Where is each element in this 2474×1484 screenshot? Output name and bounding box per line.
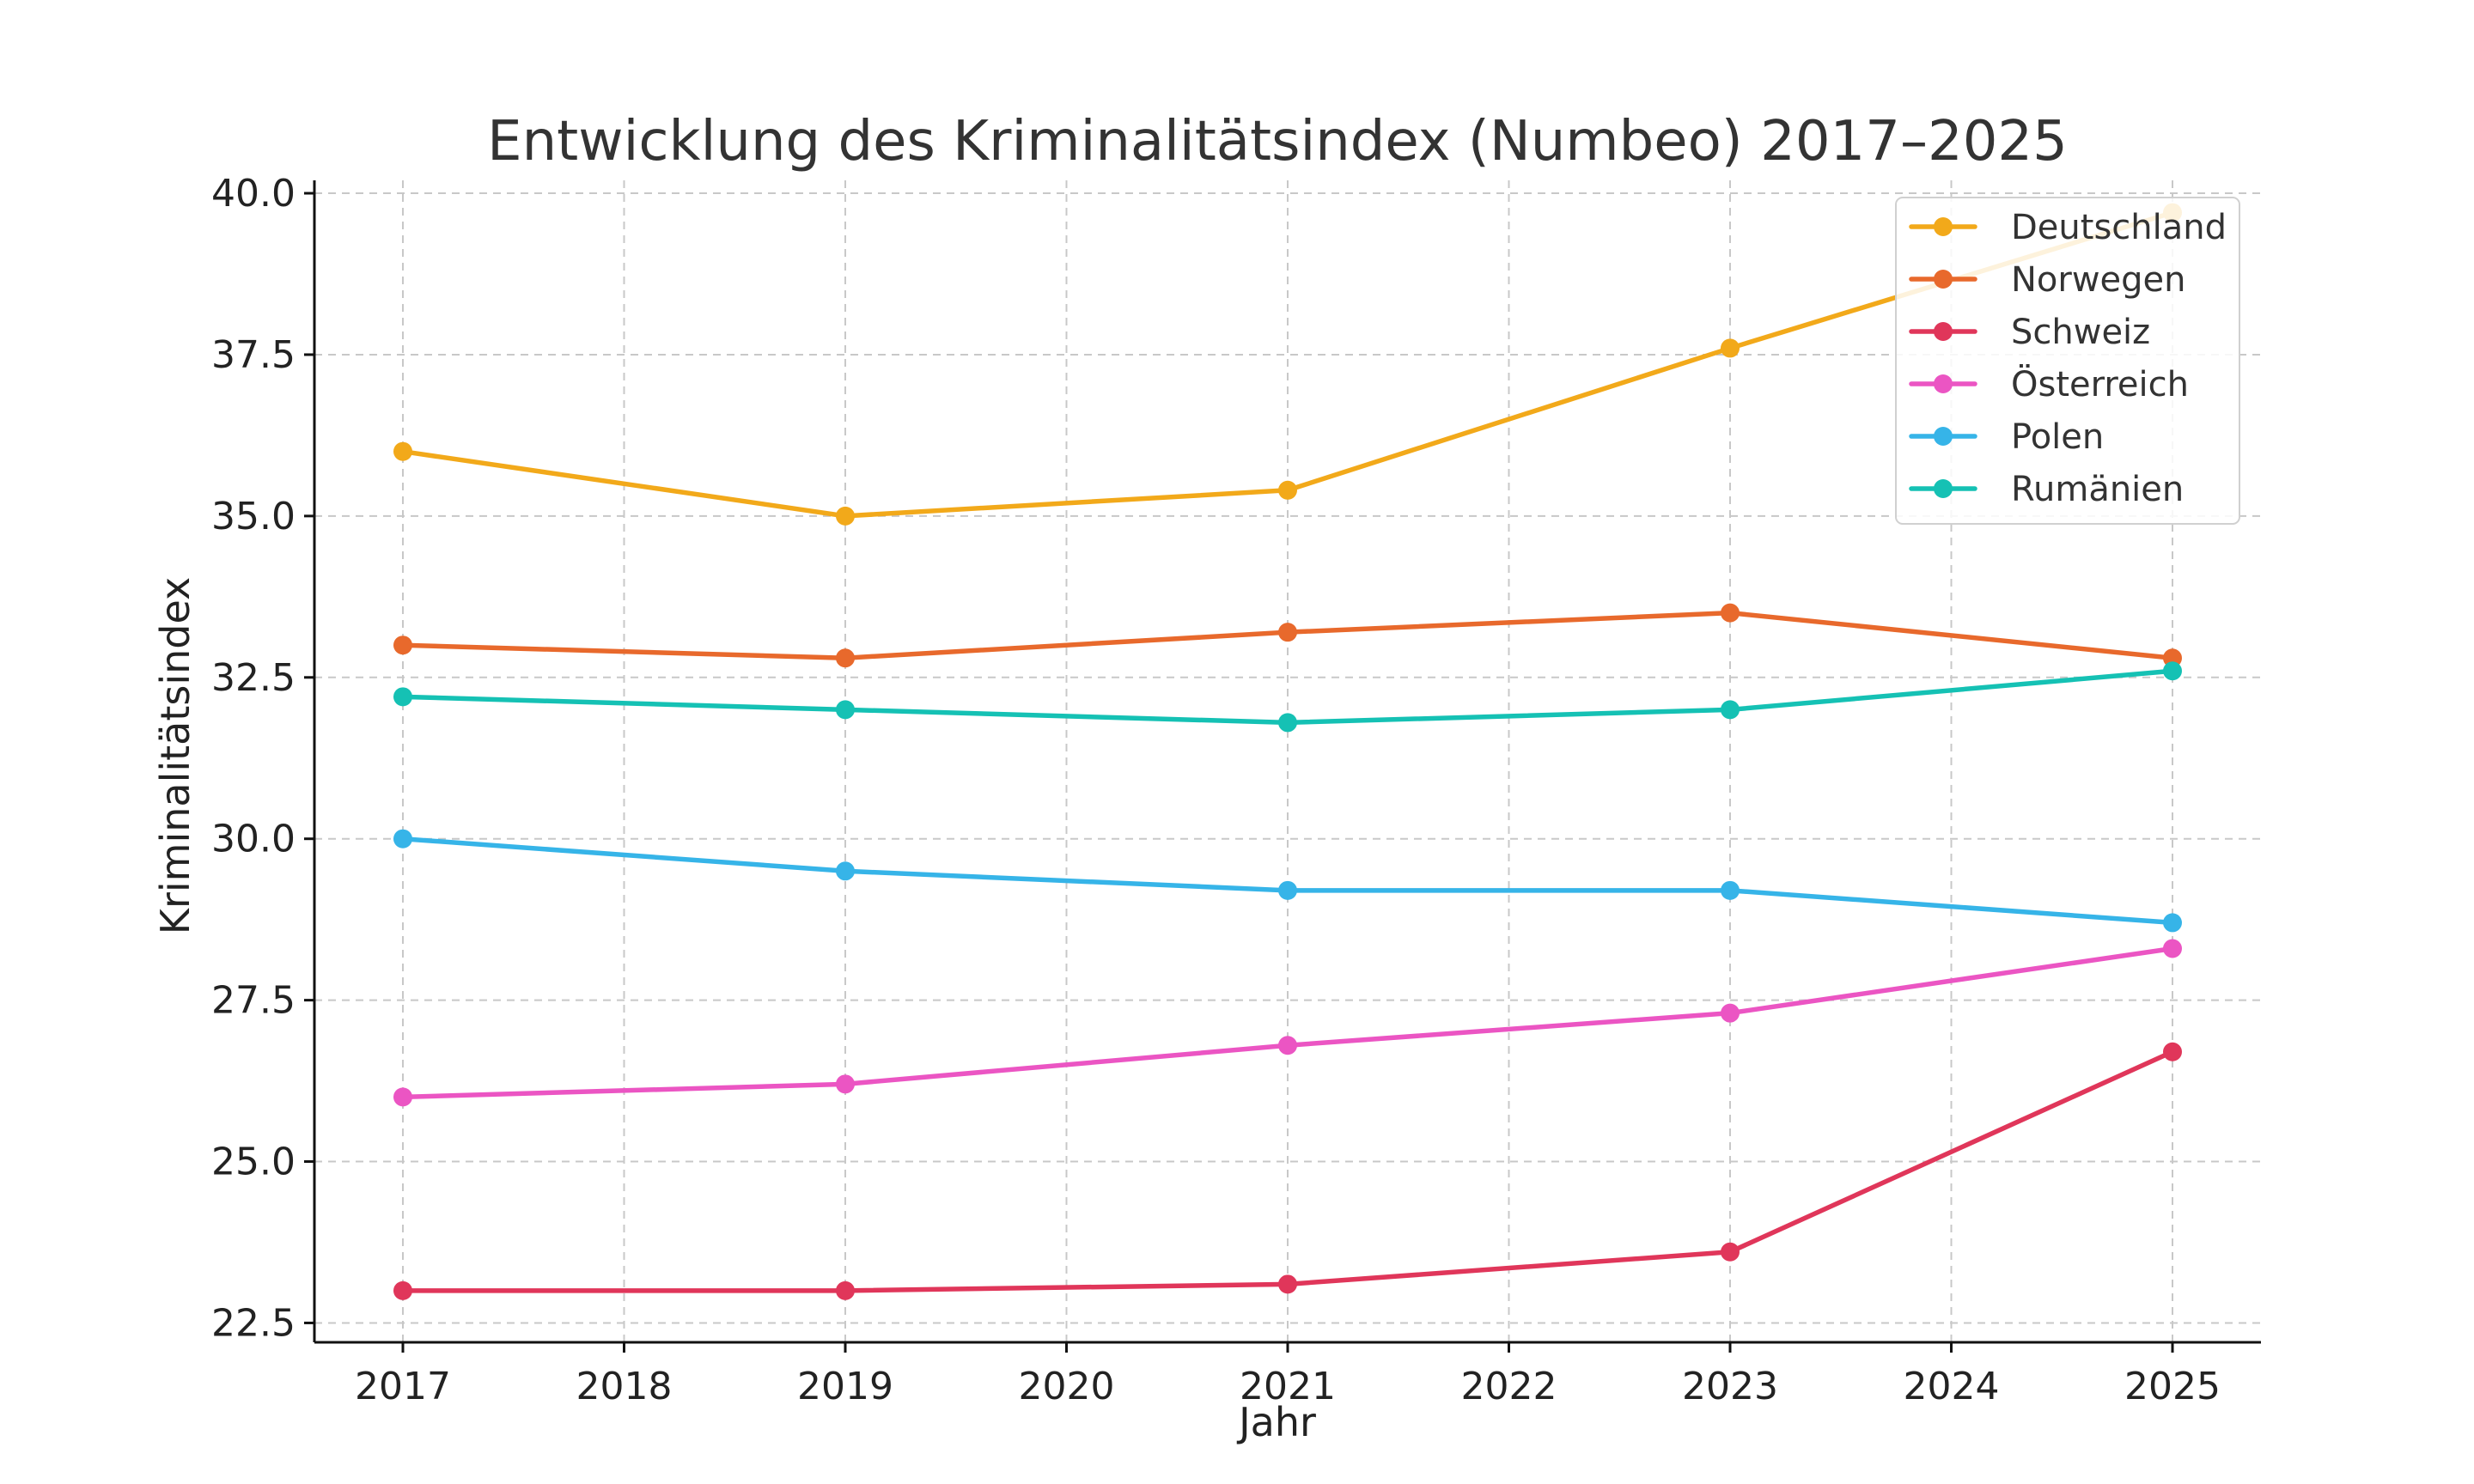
series-polen [393, 829, 2182, 933]
data-point-norwegen-2023 [1721, 603, 1740, 623]
x-tick-label: 2018 [576, 1365, 673, 1408]
legend-item-norwegen: Norwegen [1909, 260, 2186, 300]
legend-swatch-marker [1934, 322, 1953, 341]
x-tick-label: 2025 [2124, 1365, 2221, 1408]
y-tick-label: 37.5 [211, 333, 296, 377]
y-tick-label: 22.5 [211, 1301, 296, 1345]
data-point-polen-2025 [2163, 913, 2182, 933]
data-point-polen-2019 [836, 861, 855, 881]
x-tick-label: 2024 [1904, 1365, 2000, 1408]
data-point-oesterreich-2021 [1278, 1036, 1297, 1055]
x-axis-label: Jahr [1236, 1399, 1316, 1445]
y-tick-label: 35.0 [211, 495, 296, 538]
data-point-rumaenien-2021 [1278, 713, 1297, 733]
legend-swatch-marker [1934, 217, 1953, 236]
legend-swatch-marker [1934, 374, 1953, 393]
series-group [393, 203, 2182, 1300]
data-point-oesterreich-2017 [393, 1087, 412, 1107]
data-point-polen-2017 [393, 829, 412, 848]
y-tick-label: 30.0 [211, 818, 296, 861]
data-point-polen-2023 [1721, 880, 1740, 900]
data-point-norwegen-2025 [2163, 648, 2182, 668]
y-tick-label: 40.0 [211, 172, 296, 216]
legend-label: Rumänien [2011, 470, 2184, 509]
data-point-rumaenien-2019 [836, 700, 855, 720]
series-schweiz [393, 1042, 2182, 1300]
data-point-rumaenien-2017 [393, 687, 412, 707]
legend-label: Norwegen [2011, 260, 2186, 300]
x-tick-label: 2017 [355, 1365, 451, 1408]
x-tick-label: 2020 [1019, 1365, 1115, 1408]
legend-label: Deutschland [2011, 208, 2227, 247]
legend-swatch-marker [1934, 427, 1953, 446]
data-point-deutschland-2023 [1721, 338, 1740, 358]
y-tick-label: 25.0 [211, 1140, 296, 1184]
series-oesterreich [393, 939, 2182, 1107]
data-point-oesterreich-2019 [836, 1074, 855, 1094]
data-point-oesterreich-2023 [1721, 1003, 1740, 1023]
data-point-norwegen-2019 [836, 648, 855, 668]
x-tick-label: 2023 [1682, 1365, 1778, 1408]
data-point-norwegen-2017 [393, 636, 412, 655]
x-tick-label: 2021 [1240, 1365, 1336, 1408]
data-point-oesterreich-2025 [2163, 939, 2182, 958]
legend-swatch-marker [1934, 479, 1953, 498]
data-point-schweiz-2019 [836, 1280, 855, 1300]
data-point-schweiz-2017 [393, 1280, 412, 1300]
legend-item-polen: Polen [1909, 417, 2104, 457]
legend-swatch-marker [1934, 270, 1953, 289]
x-tick-label: 2019 [797, 1365, 893, 1408]
data-point-deutschland-2017 [393, 441, 412, 461]
legend-label: Österreich [2011, 363, 2189, 404]
series-rumaenien [393, 661, 2182, 733]
legend-label: Schweiz [2011, 313, 2150, 352]
legend-items: Deutschland Norwegen Schweiz Österreich Pole… [1909, 208, 2227, 509]
x-tick-label: 2022 [1461, 1365, 1557, 1408]
series-norwegen [393, 603, 2182, 668]
legend: Deutschland Norwegen Schweiz Österreich Pole… [1895, 197, 2240, 525]
legend-box [1895, 197, 2240, 525]
y-tick-label: 27.5 [211, 979, 296, 1023]
data-point-deutschland-2019 [836, 506, 855, 526]
legend-item-deutschland: Deutschland [1909, 208, 2227, 247]
y-axis-ticks: 22.5 25.0 27.5 30.0 32.5 35.0 37.5 40.0 [211, 172, 314, 1345]
data-point-schweiz-2025 [2163, 1042, 2182, 1061]
data-point-rumaenien-2025 [2163, 661, 2182, 681]
data-point-schweiz-2023 [1721, 1242, 1740, 1262]
y-axis-label: Kriminalitätsindex [152, 577, 198, 934]
legend-item-schweiz: Schweiz [1909, 313, 2150, 352]
legend-item-oesterreich: Österreich [1909, 363, 2189, 404]
chart-title: Entwicklung des Kriminalitätsindex (Numb… [487, 110, 2068, 173]
x-axis-ticks: 2017 2018 2019 2020 2021 2022 2023 2024 2025 [355, 1342, 2221, 1408]
y-tick-label: 32.5 [211, 656, 296, 700]
data-point-polen-2021 [1278, 880, 1297, 900]
data-point-rumaenien-2023 [1721, 700, 1740, 720]
legend-item-rumaenien: Rumänien [1909, 470, 2184, 509]
data-point-norwegen-2021 [1278, 623, 1297, 642]
data-point-deutschland-2021 [1278, 480, 1297, 500]
legend-label: Polen [2011, 417, 2104, 457]
data-point-schweiz-2021 [1278, 1274, 1297, 1294]
